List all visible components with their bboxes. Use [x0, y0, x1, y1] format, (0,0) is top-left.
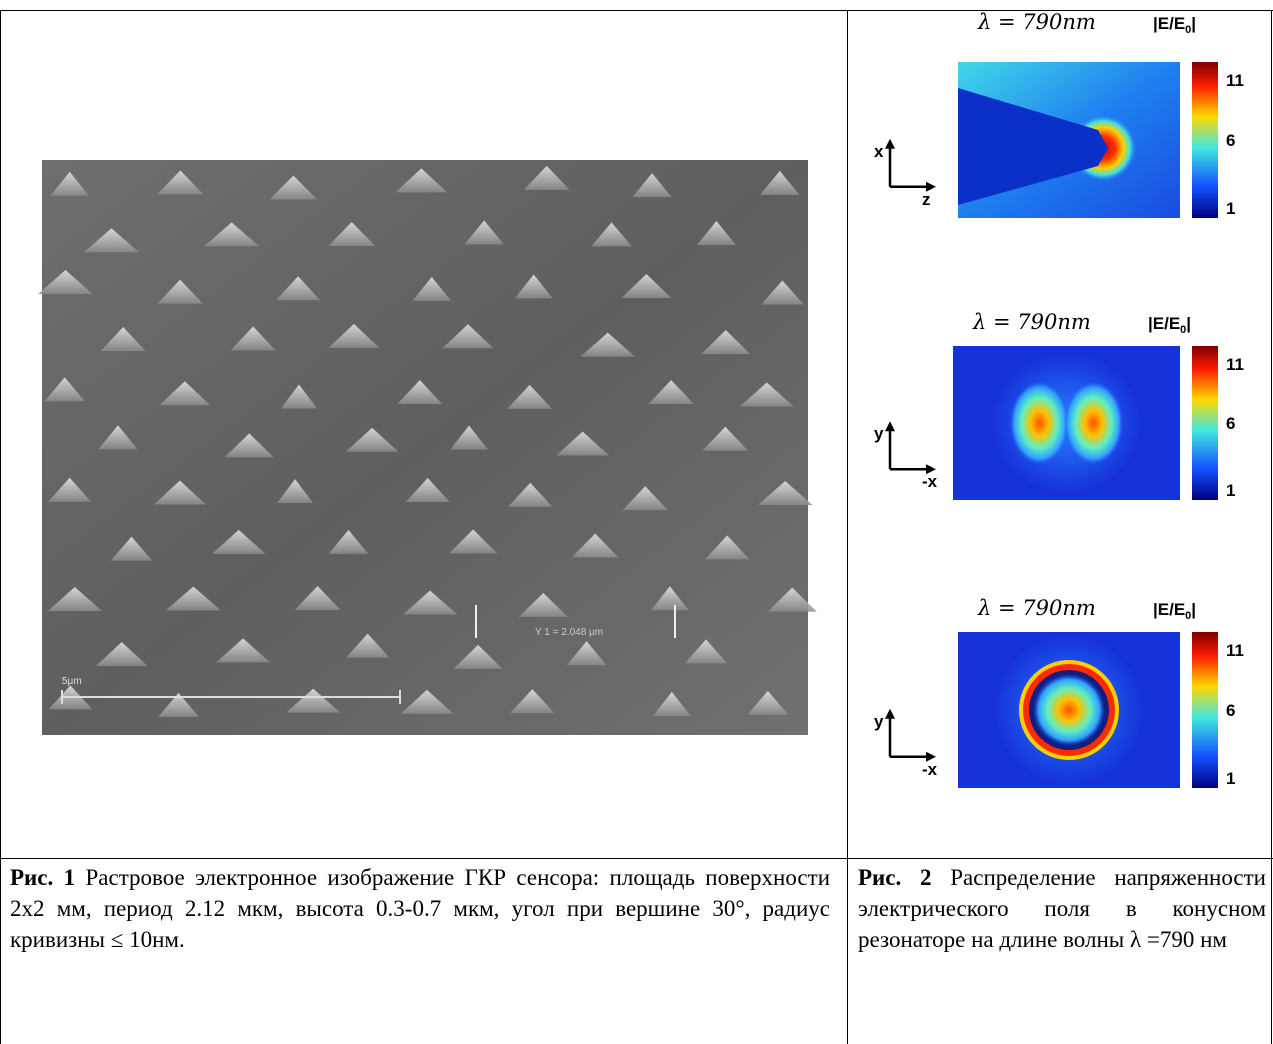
- panel-title: λ = 790nm: [972, 310, 1091, 334]
- caption-left: Рис. 1 Растровое электронное изображение…: [10, 862, 830, 955]
- figures: 5μm Y 1 = 2.048 μm λ = 790nm|E/E0|1161xz…: [0, 0, 1273, 858]
- axis-label: x: [874, 142, 884, 161]
- scale-title-end: |: [1186, 314, 1191, 333]
- field-map: [958, 62, 1180, 218]
- axis-arrowhead: [885, 709, 895, 719]
- colorbar-tick-label: 6: [1226, 414, 1235, 433]
- scale-bar-label: 5μm: [62, 676, 82, 687]
- colorbar-tick-label: 6: [1226, 131, 1235, 150]
- field-lobe: [1010, 381, 1070, 465]
- scale-title-text: |E/E: [1153, 14, 1185, 33]
- panel-title: λ = 790nm: [977, 596, 1096, 620]
- axis-label: y: [874, 424, 884, 443]
- scale-title: |E/E0|: [1153, 14, 1196, 36]
- colorbar-tick-label: 1: [1226, 769, 1235, 788]
- colorbar: [1192, 346, 1218, 500]
- colorbar-tick-label: 1: [1226, 481, 1235, 500]
- panel-title: λ = 790nm: [977, 10, 1096, 34]
- colorbar-tick-label: 11: [1226, 641, 1244, 660]
- scale-title-end: |: [1191, 14, 1196, 33]
- scale-title-text: |E/E: [1148, 314, 1180, 333]
- colorbar-tick-label: 1: [1226, 199, 1235, 218]
- table-border: [0, 858, 1273, 859]
- scale-title: |E/E0|: [1153, 600, 1196, 622]
- axis-label: z: [922, 190, 931, 209]
- field-core-glow: [1033, 674, 1105, 746]
- colorbar: [1192, 632, 1218, 788]
- colorbar: [1192, 62, 1218, 218]
- field-lobe: [1064, 381, 1124, 465]
- caption-text: Растровое электронное изображение ГКР се…: [10, 865, 830, 952]
- caption-label: Рис. 2: [858, 865, 932, 890]
- sem-image: [42, 160, 808, 735]
- caption-label: Рис. 1: [10, 865, 75, 890]
- axis-arrowhead: [885, 421, 895, 431]
- page: Рис. 1 Растровое электронное изображение…: [0, 0, 1273, 1044]
- scale-title: |E/E0|: [1148, 314, 1191, 336]
- axis-label: -x: [922, 472, 938, 491]
- caption-right: Рис. 2 Распределение напряженности элект…: [858, 862, 1266, 955]
- axis-arrowhead: [885, 139, 895, 149]
- scale-title-end: |: [1191, 600, 1196, 619]
- colorbar-tick-label: 6: [1226, 701, 1235, 720]
- scale-title-text: |E/E: [1153, 600, 1185, 619]
- axis-label: y: [874, 712, 884, 731]
- field-map: [958, 632, 1180, 788]
- colorbar-tick-label: 11: [1226, 355, 1244, 374]
- colorbar-tick-label: 11: [1226, 71, 1244, 90]
- measure-label: Y 1 = 2.048 μm: [535, 627, 603, 638]
- axis-label: -x: [922, 760, 938, 779]
- field-map: [953, 346, 1180, 500]
